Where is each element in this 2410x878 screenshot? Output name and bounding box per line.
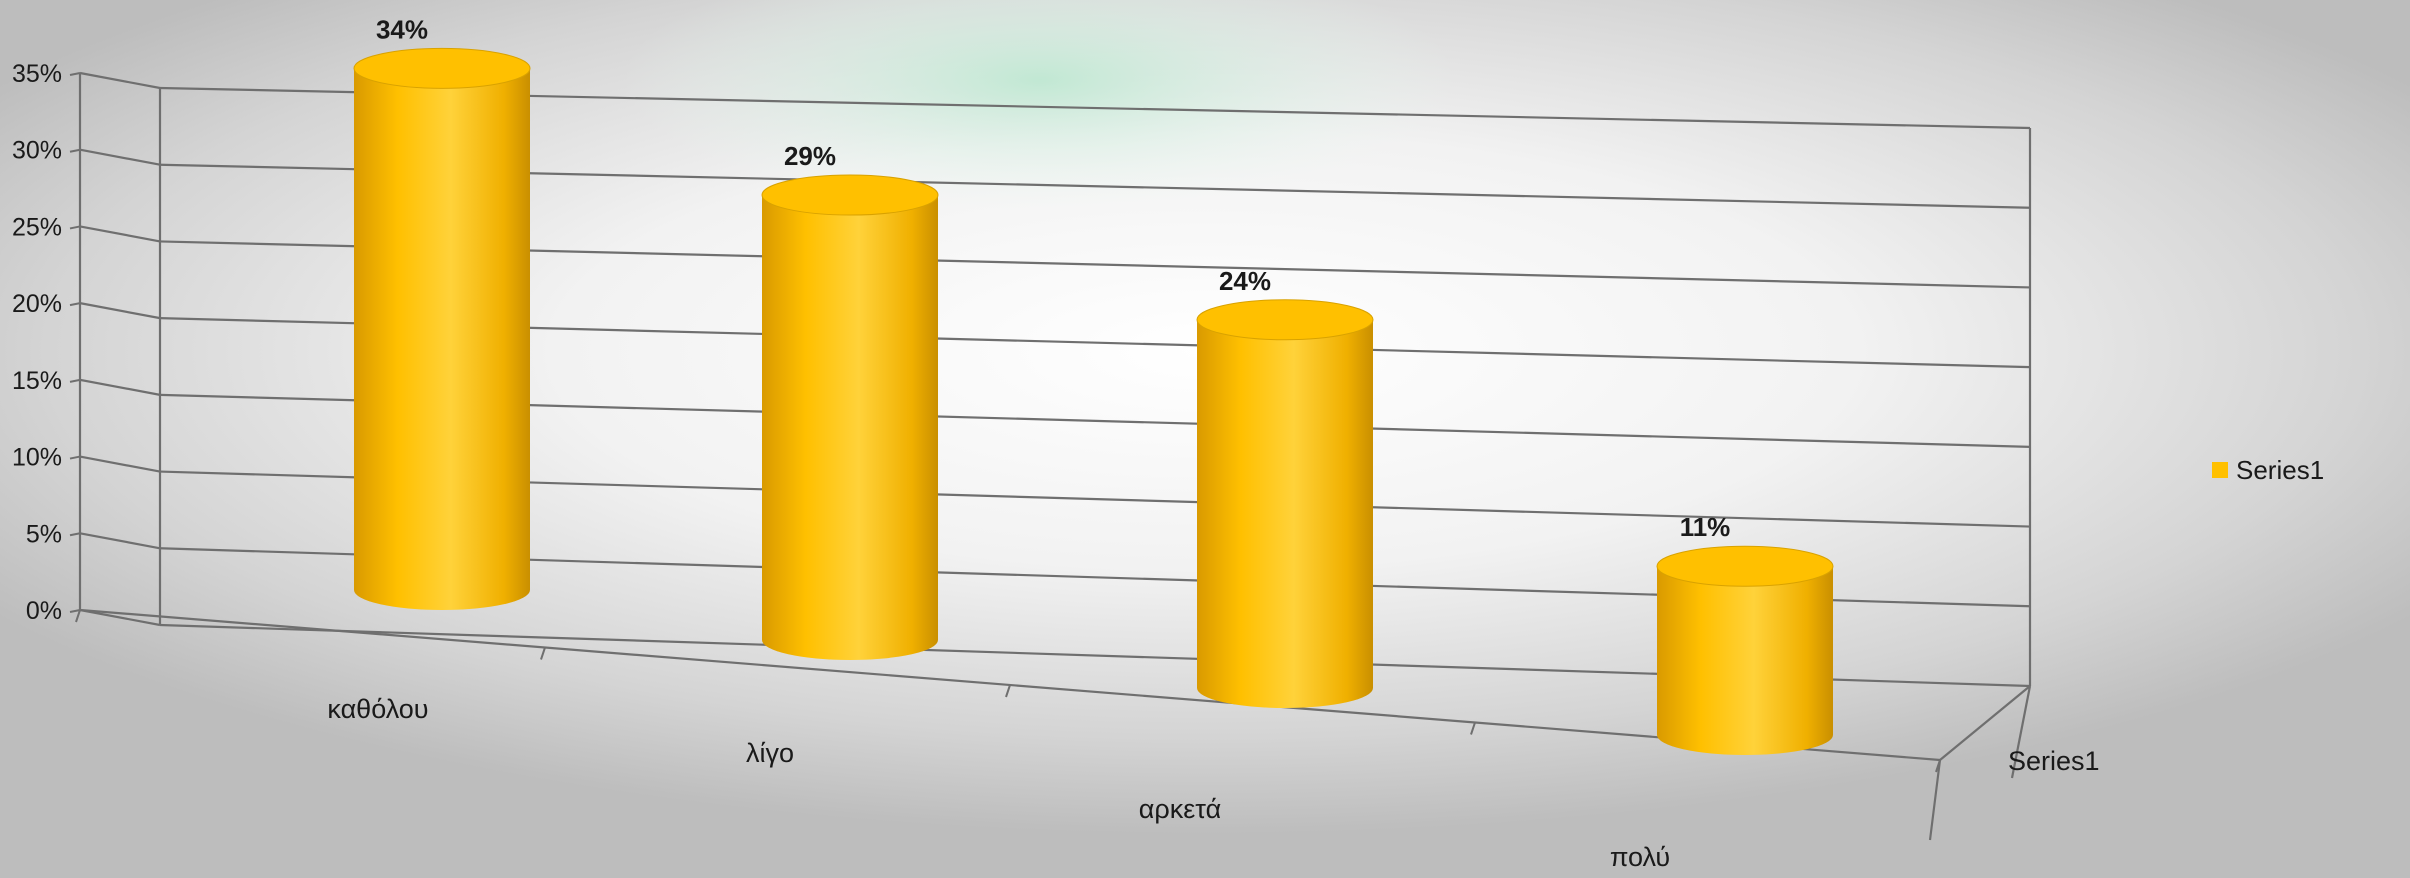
x-tick-mark	[1935, 759, 1941, 773]
y-tick-mark	[69, 302, 81, 307]
x-tick-mark	[75, 609, 81, 623]
y-tick-label: 15%	[12, 367, 62, 395]
legend: Series1	[2212, 455, 2324, 485]
side-gridline	[79, 71, 161, 90]
y-tick-mark	[69, 378, 81, 383]
legend-label: Series1	[2236, 455, 2324, 485]
bar-top	[353, 47, 531, 89]
depth-axis-back	[2010, 685, 2032, 779]
bar-body	[354, 68, 530, 611]
y-tick-label: 30%	[12, 137, 62, 165]
y-tick-label: 10%	[12, 444, 62, 472]
bar-top	[1196, 299, 1374, 341]
labels: 0% 5% 10% 15% 20% 25% 30% 35% 34% 29% 24% 11% καθόλο…	[12, 14, 2100, 872]
x-tick-mark	[1005, 684, 1011, 698]
y-tick-mark	[69, 225, 81, 230]
y-tick-mark	[69, 72, 81, 76]
bar-body	[762, 195, 938, 661]
y-tick-mark	[69, 148, 81, 153]
depth-axis-line	[1928, 759, 1942, 841]
y-tick-mark	[69, 455, 81, 460]
bar	[353, 47, 531, 611]
side-gridline	[79, 225, 161, 243]
data-label: 24%	[1219, 266, 1271, 296]
y-tick-mark	[69, 609, 81, 613]
y-tick-mark	[69, 532, 81, 537]
bars	[353, 47, 1834, 755]
bar-top	[761, 174, 939, 216]
depth-axis-label: Series1	[2008, 746, 2100, 776]
category-label: πολύ	[1610, 842, 1670, 872]
data-label: 11%	[1680, 512, 1731, 542]
category-label: λίγο	[746, 738, 794, 768]
bar	[1196, 299, 1374, 708]
y-tick-label: 25%	[12, 213, 62, 241]
y-tick-label: 35%	[12, 60, 62, 88]
y-tick-label: 5%	[26, 520, 62, 548]
bar	[1656, 545, 1834, 755]
side-gridline	[79, 302, 161, 320]
side-gridline	[79, 532, 161, 550]
bar-body	[1197, 319, 1373, 708]
y-tick-label: 20%	[12, 290, 62, 318]
bar-body	[1657, 566, 1833, 755]
category-label: καθόλου	[327, 694, 428, 724]
category-label: αρκετά	[1139, 794, 1221, 824]
side-gridline	[79, 455, 161, 473]
floor-right-edge	[1939, 685, 2031, 761]
side-gridline	[79, 608, 161, 627]
data-label: 29%	[784, 141, 836, 171]
background-glow	[620, 0, 1460, 210]
y-tick-label: 0%	[26, 597, 62, 625]
x-tick-mark	[540, 647, 546, 660]
x-tick-mark	[1470, 722, 1476, 735]
bar	[761, 174, 939, 661]
side-gridline	[79, 378, 161, 396]
axes	[69, 72, 2032, 841]
legend-swatch	[2212, 462, 2228, 478]
side-gridline	[79, 148, 161, 166]
bar-top	[1656, 545, 1834, 587]
data-label: 34%	[376, 14, 428, 44]
